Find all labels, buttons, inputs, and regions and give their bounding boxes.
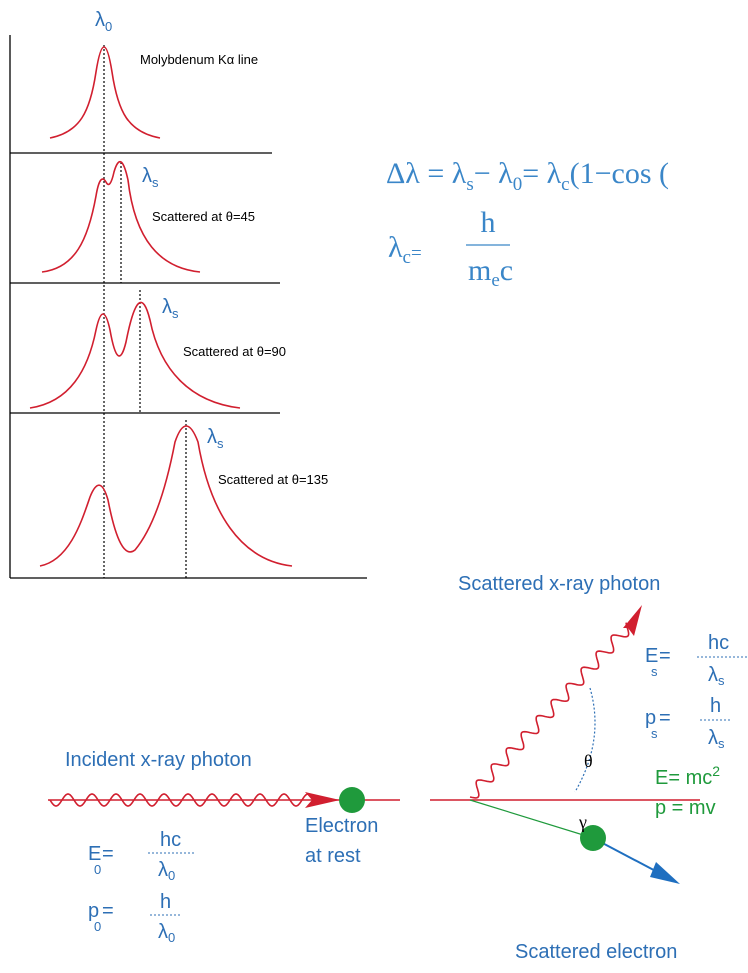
- angle-arc: [574, 687, 596, 793]
- incident-momentum: p = 0 h λ0: [88, 891, 182, 945]
- denominator: λ0: [158, 859, 175, 883]
- spectra-frame: [9, 35, 367, 579]
- numerator: hc: [708, 632, 729, 654]
- scattered-arrowhead: [623, 605, 642, 636]
- peak-label: λs: [142, 165, 159, 190]
- symbol: p: [645, 707, 656, 729]
- incident-energy: E = 0 hc λ0: [88, 829, 196, 883]
- scattered-photon-title: Scattered x-ray photon: [458, 573, 660, 595]
- theta-label: θ: [584, 751, 593, 771]
- compton-denominator: mec: [468, 254, 513, 291]
- numerator: h: [710, 695, 721, 717]
- peak-label: λs: [207, 426, 224, 451]
- scattered-electron-title: Scattered electron: [515, 941, 677, 963]
- subscript: s: [651, 726, 658, 741]
- scattered-energy: E = s hc λs: [645, 632, 748, 688]
- subscript: 0: [94, 919, 101, 934]
- panel-label: Molybdenum Kα line: [140, 52, 258, 67]
- numerator: h: [160, 891, 171, 913]
- shift-equation: Δλ = λs− λ0= λc(1−cos (: [386, 157, 669, 195]
- numerator: hc: [160, 829, 181, 851]
- gamma-label: γ: [578, 812, 587, 832]
- equals: =: [659, 645, 671, 667]
- subscript: s: [651, 664, 658, 679]
- compton-numerator: h: [481, 206, 496, 239]
- electron-path: [469, 799, 594, 839]
- denominator: λ0: [158, 921, 175, 945]
- symbol: E: [645, 645, 658, 667]
- scattered-wave: [469, 622, 630, 799]
- equals: =: [659, 707, 671, 729]
- electron-momentum: p = mv: [655, 797, 716, 819]
- incident-title: Incident x-ray photon: [65, 749, 252, 771]
- symbol: E: [88, 843, 101, 865]
- symbol: p: [88, 900, 99, 922]
- electron: [339, 787, 365, 813]
- spectrum-curves: [29, 46, 293, 567]
- panel-label: Scattered at θ=90: [183, 344, 286, 359]
- reference-label: λ0: [95, 9, 112, 34]
- electron-label: at rest: [305, 845, 361, 867]
- electron-label: Electron: [305, 815, 378, 837]
- panel-label: Scattered at θ=45: [152, 209, 255, 224]
- equals: =: [102, 900, 114, 922]
- electron-arrowhead: [650, 862, 680, 884]
- subscript: 0: [94, 862, 101, 877]
- denominator: λs: [708, 664, 725, 688]
- incident-wave: [49, 793, 313, 807]
- equals: =: [102, 843, 114, 865]
- electron-energy: E= mc2: [655, 763, 720, 789]
- compton-lhs: λc=: [388, 231, 422, 268]
- peak-label: λs: [162, 296, 179, 321]
- scattered-electron: [580, 825, 606, 851]
- scattered-momentum: p = s h λs: [645, 695, 732, 751]
- incident-arrowhead: [305, 792, 340, 808]
- denominator: λs: [708, 727, 725, 751]
- panel-label: Scattered at θ=135: [218, 472, 328, 487]
